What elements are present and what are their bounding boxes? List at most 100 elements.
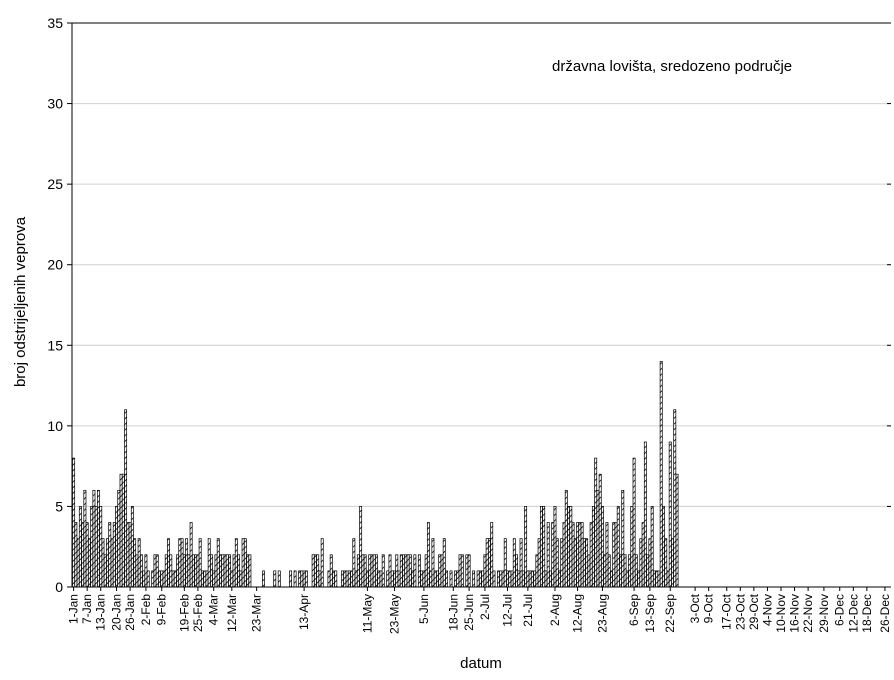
bar: [449, 570, 453, 588]
x-tick-label: 23-Oct: [733, 593, 747, 630]
bar: [207, 538, 211, 588]
bar: [370, 554, 374, 588]
bar: [530, 570, 534, 588]
bar: [424, 554, 428, 588]
bar: [228, 554, 231, 588]
bar: [639, 538, 643, 588]
x-tick-label: 2-Feb: [139, 594, 153, 626]
bar: [422, 570, 426, 588]
bar: [363, 554, 367, 588]
bar: [549, 570, 552, 588]
bar: [223, 554, 227, 588]
bar: [110, 538, 114, 588]
bar: [594, 457, 598, 588]
bar: [652, 570, 656, 588]
x-tick-label: 26-Jan: [123, 594, 137, 631]
bar: [616, 506, 620, 588]
bar: [345, 570, 349, 588]
bar: [76, 538, 80, 588]
bar: [377, 570, 381, 588]
bar: [591, 506, 595, 588]
bar: [587, 554, 591, 588]
bar: [108, 522, 112, 588]
bar: [187, 554, 191, 588]
bar: [560, 538, 564, 588]
bar: [544, 570, 548, 588]
x-tick-label: 23-Aug: [595, 594, 609, 633]
bar: [219, 554, 222, 588]
bar: [675, 473, 679, 588]
y-axis-title: broj odstrijeljenih veprova: [12, 216, 29, 387]
bar: [329, 554, 333, 588]
x-tick-label: 29-Oct: [747, 593, 761, 630]
bar: [619, 554, 622, 588]
bar: [497, 570, 500, 588]
bar: [361, 554, 365, 588]
bar: [402, 554, 406, 588]
bar: [386, 570, 390, 588]
bar: [180, 538, 184, 588]
bar: [546, 522, 550, 588]
bar: [564, 489, 568, 588]
bar: [133, 538, 137, 588]
bar: [101, 538, 105, 588]
bar: [203, 570, 207, 588]
bar: [637, 570, 641, 588]
bar: [643, 441, 647, 588]
bar: [648, 538, 652, 588]
bar: [300, 570, 304, 588]
bar: [94, 506, 98, 588]
bar: [347, 570, 351, 588]
x-tick-label: 22-Nov: [801, 594, 815, 633]
x-tick-label: 13-Jan: [94, 594, 108, 631]
bar: [126, 522, 130, 588]
bar: [535, 554, 539, 588]
bar: [97, 489, 100, 588]
bar: [539, 506, 543, 588]
bar: [388, 554, 392, 588]
bar: [171, 570, 175, 588]
y-tick-label: 20: [47, 257, 63, 273]
x-tick-label: 18-Dec: [860, 594, 874, 633]
x-tick-label: 4-Nov: [760, 594, 774, 626]
bar: [234, 538, 238, 588]
x-tick-label: 2-Aug: [548, 594, 562, 626]
bar: [72, 457, 76, 588]
bar: [393, 570, 396, 588]
bar: [124, 409, 128, 588]
bar: [241, 538, 245, 588]
y-tick-label: 25: [47, 176, 63, 192]
bar: [510, 570, 514, 588]
bar: [365, 570, 369, 588]
bar: [580, 522, 584, 588]
x-tick-label: 25-Jun: [462, 594, 476, 631]
bar: [350, 570, 354, 588]
gridlines: [72, 103, 891, 507]
bar: [320, 538, 324, 588]
bar: [182, 554, 186, 588]
bar: [356, 554, 360, 588]
bar: [194, 554, 198, 588]
x-tick-label: 10-Nov: [774, 594, 788, 633]
bar: [117, 489, 121, 588]
bar: [261, 570, 265, 588]
bar: [646, 554, 650, 588]
x-tick-label: 6-Sep: [627, 594, 641, 626]
bar: [442, 538, 446, 588]
bar: [277, 570, 281, 588]
bar: [671, 538, 674, 588]
bar: [582, 538, 586, 588]
bar: [196, 554, 200, 588]
bar: [185, 538, 189, 588]
bar: [78, 506, 82, 588]
bar: [232, 554, 236, 588]
bar: [173, 570, 177, 588]
bar: [176, 554, 180, 588]
y-tick-label: 5: [55, 498, 63, 514]
bar: [162, 570, 166, 588]
bar: [155, 554, 159, 588]
bar: [603, 554, 607, 588]
bar: [399, 554, 403, 588]
bar: [503, 538, 507, 588]
bar: [481, 570, 485, 588]
